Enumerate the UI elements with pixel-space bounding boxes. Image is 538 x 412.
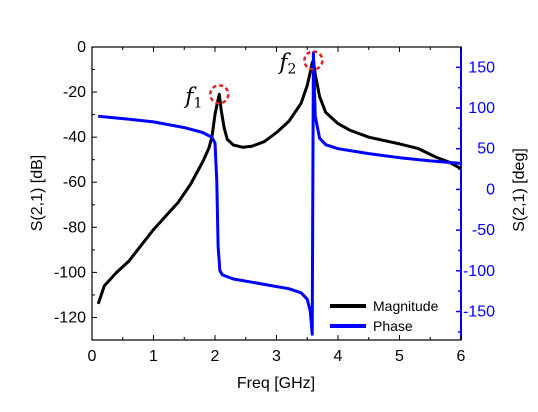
y-tick-label: 0	[77, 39, 86, 56]
x-tick-label: 2	[211, 348, 220, 365]
x-tick-label: 0	[88, 348, 97, 365]
x-tick-label: 6	[457, 348, 466, 365]
series-line-magnitude	[96, 59, 461, 305]
resonance-label-subscript: 1	[193, 95, 202, 111]
resonance-marker-1	[209, 84, 230, 105]
y2-tick-label: 50	[477, 141, 495, 158]
y-tick-label: -120	[54, 309, 86, 326]
resonance-label-subscript: 2	[288, 62, 297, 78]
y-tick-label: -20	[63, 84, 86, 101]
y-axis-label: S(2,1) [dB]	[29, 155, 46, 231]
y2-tick-label: 100	[468, 100, 495, 117]
y-tick-label: -40	[63, 129, 86, 146]
y2-tick-label: -100	[463, 263, 495, 280]
series-line-phase	[98, 51, 461, 336]
y-tick-label: -100	[54, 264, 86, 281]
resonance-marker-2	[303, 50, 324, 71]
y2-tick-label: -150	[463, 304, 495, 321]
y2-tick-label: -50	[472, 222, 495, 239]
legend-label-phase: Phase	[373, 318, 413, 334]
x-tick-label: 3	[272, 348, 281, 365]
x-tick-label: 1	[149, 348, 158, 365]
y2-axis-label: S(2,1) [deg]	[511, 148, 528, 232]
x-axis-label: Freq [GHz]	[237, 375, 315, 392]
y2-tick-label: 0	[486, 181, 495, 198]
legend-label-magnitude: Magnitude	[373, 298, 439, 314]
y-tick-label: -80	[63, 219, 86, 236]
y-tick-label: -60	[63, 174, 86, 191]
legend: Magnitude Phase	[330, 298, 439, 334]
x-tick-label: 4	[334, 348, 343, 365]
x-tick-label: 5	[395, 348, 404, 365]
y2-tick-label: 150	[468, 59, 495, 76]
